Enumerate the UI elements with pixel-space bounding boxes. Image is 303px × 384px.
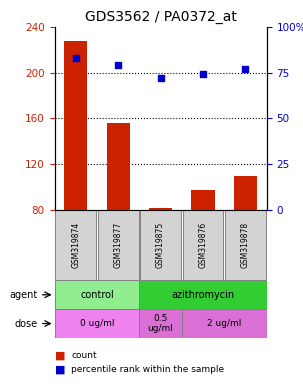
Text: percentile rank within the sample: percentile rank within the sample [71, 365, 224, 374]
Point [116, 62, 121, 68]
Title: GDS3562 / PA0372_at: GDS3562 / PA0372_at [85, 10, 237, 25]
Bar [55, 210, 96, 280]
Text: GSM319878: GSM319878 [241, 222, 250, 268]
Text: control: control [80, 290, 114, 300]
Bar [149, 208, 172, 210]
Bar [139, 309, 182, 338]
Bar [55, 280, 139, 309]
Text: GSM319874: GSM319874 [71, 222, 80, 268]
Text: 2 ug/ml: 2 ug/ml [207, 319, 241, 328]
Point [201, 71, 205, 78]
Text: dose: dose [15, 319, 38, 329]
Text: agent: agent [9, 290, 38, 300]
Text: count: count [71, 351, 97, 360]
Text: azithromycin: azithromycin [171, 290, 235, 300]
Bar [191, 190, 215, 210]
Text: 0 ug/ml: 0 ug/ml [80, 319, 114, 328]
Bar [107, 123, 130, 210]
Point [158, 75, 163, 81]
Bar [98, 210, 138, 280]
Bar [183, 210, 223, 280]
Bar [139, 280, 267, 309]
Bar [234, 175, 257, 210]
Bar [140, 210, 181, 280]
Text: GSM319876: GSM319876 [198, 222, 208, 268]
Bar [64, 41, 87, 210]
Bar [182, 309, 267, 338]
Text: GSM319875: GSM319875 [156, 222, 165, 268]
Text: GSM319877: GSM319877 [114, 222, 123, 268]
Text: 0.5
ug/ml: 0.5 ug/ml [148, 314, 174, 333]
Bar [225, 210, 266, 280]
Point [243, 66, 248, 72]
Point [73, 55, 78, 61]
Bar [55, 309, 139, 338]
Text: ■: ■ [55, 350, 65, 360]
Text: ■: ■ [55, 364, 65, 374]
